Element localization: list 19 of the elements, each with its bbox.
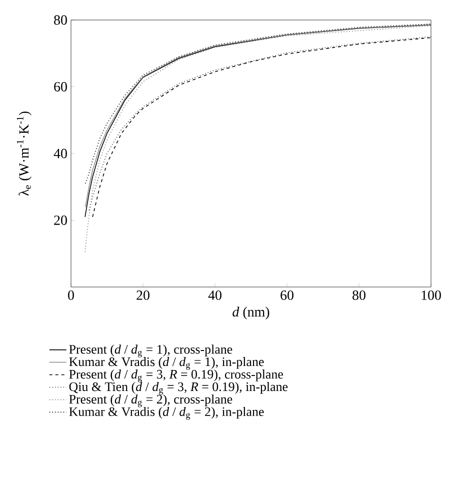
x-tick-label: 0: [68, 290, 74, 300]
y-tick-label: 60: [54, 82, 67, 92]
x-axis-title: d (nm): [232, 306, 270, 320]
x-tick-label: 60: [280, 290, 294, 300]
y-tick-label: 40: [54, 148, 67, 158]
legend-label: Present (d / d$_{g}$ = 2), cross-plane: [69, 394, 232, 408]
x-tick-label: 100: [422, 290, 441, 300]
line-series: [84, 25, 431, 252]
y-axis-title: λ$_{e}$ (W·m$^{-1}$·K$^{-1}$): [16, 112, 32, 196]
x-tick-label: 20: [136, 290, 150, 300]
y-tick-label: 20: [54, 216, 67, 225]
x-tick-label: 40: [208, 290, 222, 300]
x-tick-label: 80: [352, 290, 366, 300]
y-tick-label: 80: [54, 15, 67, 25]
legend-label: Kumar & Vradis (d / d$_{g}$ = 2), in-plane: [69, 406, 264, 420]
legend-label: Present (d / d$_{g}$ = 1), cross-plane: [69, 344, 232, 358]
legend-label: Qiu & Tien (d / d$_{g}$ = 3, R = 0.19), in-plane: [69, 382, 288, 395]
legend-label: Kumar & Vradis (d / d$_{g}$ = 1), in-plane: [69, 357, 264, 370]
legend-label: Present (d / d$_{g}$ = 3, R = 0.19), cross-plane: [69, 370, 283, 382]
